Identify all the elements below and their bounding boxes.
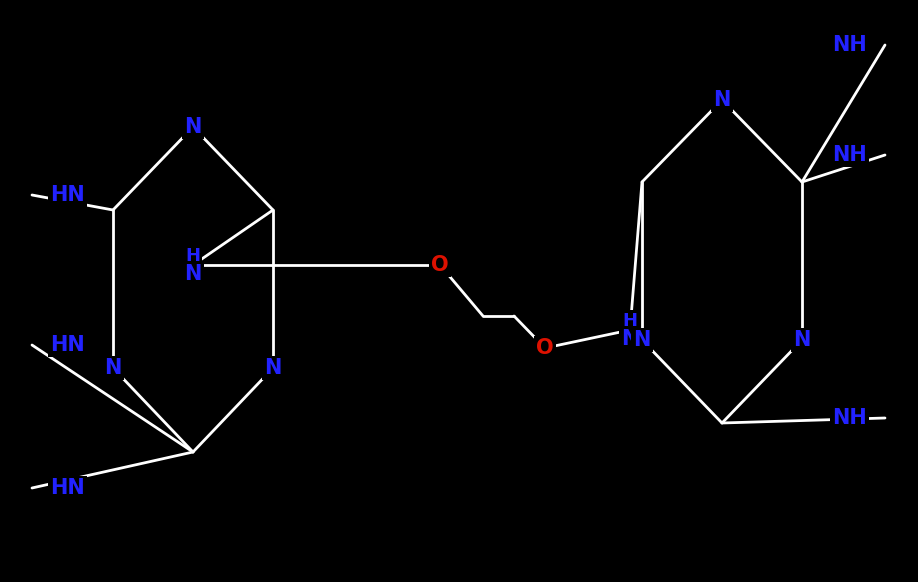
- Text: N: N: [185, 117, 202, 137]
- Text: O: O: [431, 255, 449, 275]
- Text: N: N: [713, 90, 731, 110]
- Text: HN: HN: [50, 478, 84, 498]
- Text: H: H: [622, 312, 637, 330]
- Text: HN: HN: [50, 335, 84, 355]
- Text: N: N: [793, 330, 811, 350]
- Text: N: N: [633, 330, 651, 350]
- Text: NH: NH: [833, 408, 867, 428]
- Text: NH: NH: [833, 145, 867, 165]
- Text: N: N: [185, 264, 202, 284]
- Text: NH: NH: [833, 35, 867, 55]
- Text: N: N: [264, 358, 282, 378]
- Text: N: N: [105, 358, 122, 378]
- Text: HN: HN: [50, 185, 84, 205]
- Text: H: H: [185, 247, 200, 265]
- Text: N: N: [621, 329, 639, 349]
- Text: O: O: [536, 338, 554, 358]
